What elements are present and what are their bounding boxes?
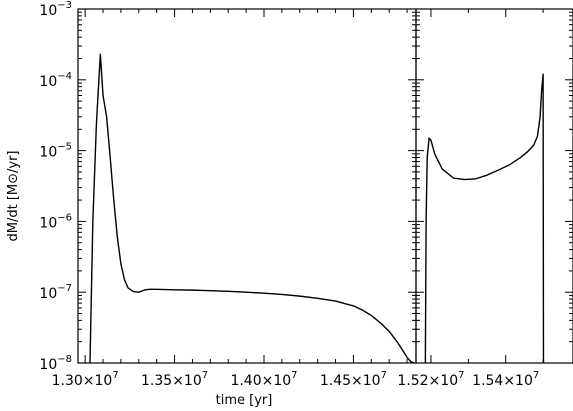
- frames-layer: [77, 8, 573, 364]
- panel-0-x-tick-label-0: 1.30×107: [52, 370, 119, 389]
- panel-0-x-tick-label-1: 1.35×107: [141, 370, 208, 389]
- panel-0-x-tick-label-3: 1.45×107: [320, 370, 387, 389]
- y-axis-label: dM/dt [M⊙/yr]: [6, 151, 21, 242]
- panel-1-frame: [415, 8, 573, 364]
- y-tick-label-3: 10−5: [39, 142, 72, 161]
- ticks-layer: [78, 8, 573, 364]
- y-tick-label-5: 10−3: [39, 0, 72, 19]
- y-tick-label-4: 10−4: [39, 71, 72, 90]
- y-tick-label-2: 10−6: [39, 212, 72, 231]
- y-tick-label-1: 10−7: [39, 283, 72, 302]
- labels-layer: 10−8 10−7 10−6 10−5 10−4 10−3 1.30×107 1.35×107…: [39, 0, 539, 389]
- x-axis-label: time [yr]: [216, 393, 273, 408]
- panel-0-frame: [77, 8, 417, 364]
- panel-1-x-tick-label-0: 1.52×107: [397, 370, 464, 389]
- panel-1-series-0-line: [424, 73, 545, 364]
- y-tick-label-0: 10−8: [39, 354, 72, 373]
- panel-0-x-tick-label-2: 1.40×107: [230, 370, 297, 389]
- panel-0-series-0-line: [89, 53, 415, 364]
- curves-layer: [89, 53, 545, 364]
- panel-1-x-tick-label-1: 1.54×107: [472, 370, 539, 389]
